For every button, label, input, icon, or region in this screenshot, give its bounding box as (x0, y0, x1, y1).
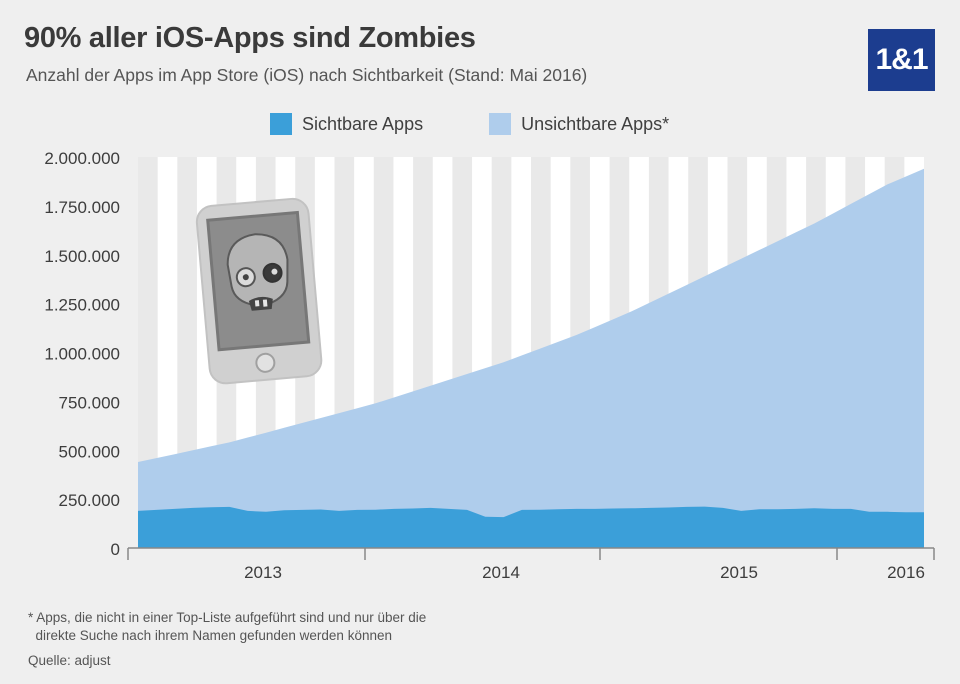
grid-stripe (138, 157, 158, 548)
y-tick-label: 1.000.000 (44, 345, 120, 364)
legend-item-invisible: Unsichtbare Apps* (489, 113, 669, 135)
y-tick-label: 250.000 (59, 491, 120, 510)
grid-stripe (177, 157, 197, 548)
phone-home-button (255, 352, 276, 373)
x-tick-label: 2013 (244, 563, 282, 582)
chart-title: 90% aller iOS-Apps sind Zombies (24, 22, 476, 54)
x-tick-label: 2015 (720, 563, 758, 582)
zombie-tooth (254, 300, 260, 307)
legend-label-invisible: Unsichtbare Apps* (521, 113, 670, 134)
brand-logo: 1&1 (868, 29, 935, 91)
legend: Sichtbare Apps Unsichtbare Apps* (270, 110, 735, 138)
zombie-tooth (262, 299, 268, 307)
source-note: Quelle: adjust (28, 653, 111, 668)
y-tick-label: 0 (111, 540, 120, 559)
y-tick-label: 500.000 (59, 442, 120, 461)
series-area-unsichtbare-apps (138, 168, 924, 548)
series-area-sichtbare-apps (138, 506, 924, 548)
x-tick-label: 2014 (482, 563, 520, 582)
y-tick-label: 2.000.000 (44, 149, 120, 168)
legend-item-visible: Sichtbare Apps (270, 113, 423, 135)
chart-subtitle: Anzahl der Apps im App Store (iOS) nach … (26, 65, 588, 85)
y-tick-label: 1.250.000 (44, 296, 120, 315)
legend-label-visible: Sichtbare Apps (302, 113, 424, 134)
legend-swatch-invisible (489, 113, 512, 135)
zombie-head (226, 233, 289, 307)
y-tick-label: 750.000 (59, 393, 120, 412)
x-tick-label: 2016 (887, 563, 925, 582)
y-tick-label: 1.750.000 (44, 198, 120, 217)
zombie-phone-icon (195, 197, 323, 385)
footnote: * Apps, die nicht in einer Top-Liste auf… (28, 610, 427, 643)
zombie-pupil-left (242, 274, 249, 281)
y-tick-label: 1.500.000 (44, 247, 120, 266)
zombie-pupil-right (271, 268, 278, 275)
legend-swatch-visible (270, 113, 292, 135)
